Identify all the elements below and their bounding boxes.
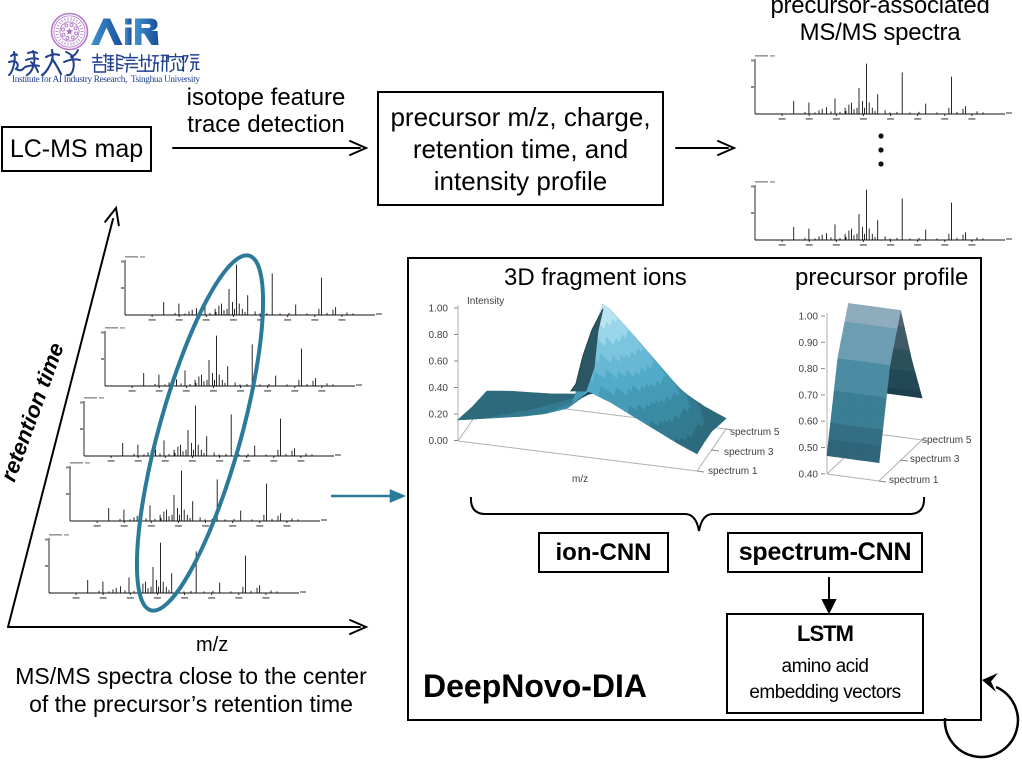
svg-text:0.90: 0.90 <box>799 338 819 349</box>
svg-text:m/z: m/z <box>572 474 588 485</box>
svg-text:0.60: 0.60 <box>429 357 449 368</box>
svg-text:Intensity: Intensity <box>467 296 504 307</box>
svg-text:Institute for AI Industry Rese: Institute for AI Industry Research, Tsin… <box>12 74 200 85</box>
svg-text:1.00: 1.00 <box>429 304 449 315</box>
svg-text:spectrum 3: spectrum 3 <box>910 454 960 465</box>
svg-text:spectrum 5: spectrum 5 <box>922 435 972 446</box>
svg-text:0.50: 0.50 <box>799 443 819 454</box>
svg-text:0.40: 0.40 <box>429 383 449 394</box>
svg-text:spectrum 1: spectrum 1 <box>708 466 758 477</box>
svg-text:0.70: 0.70 <box>799 390 819 401</box>
svg-text:0.80: 0.80 <box>429 330 449 341</box>
svg-text:0.00: 0.00 <box>429 436 449 447</box>
svg-text:0.20: 0.20 <box>429 410 449 421</box>
svg-text:1.00: 1.00 <box>799 312 819 323</box>
svg-text:spectrum 3: spectrum 3 <box>724 447 774 458</box>
svg-text:0.80: 0.80 <box>799 364 819 375</box>
svg-text:0.40: 0.40 <box>799 469 819 480</box>
svg-text:spectrum 5: spectrum 5 <box>730 427 780 438</box>
svg-text:spectrum 1: spectrum 1 <box>889 475 939 486</box>
svg-text:0.60: 0.60 <box>799 417 819 428</box>
